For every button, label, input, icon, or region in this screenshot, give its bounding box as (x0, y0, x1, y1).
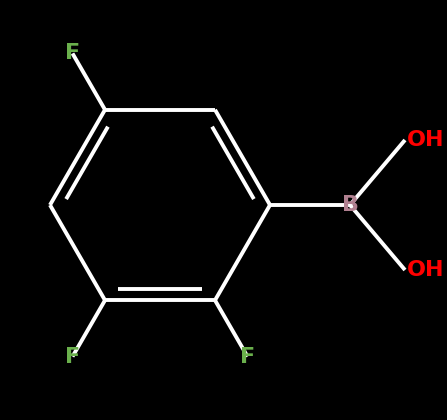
Text: F: F (65, 346, 80, 367)
Text: F: F (240, 346, 255, 367)
Text: OH: OH (407, 260, 444, 280)
Text: B: B (342, 195, 358, 215)
Text: F: F (65, 43, 80, 63)
Text: OH: OH (407, 130, 444, 150)
